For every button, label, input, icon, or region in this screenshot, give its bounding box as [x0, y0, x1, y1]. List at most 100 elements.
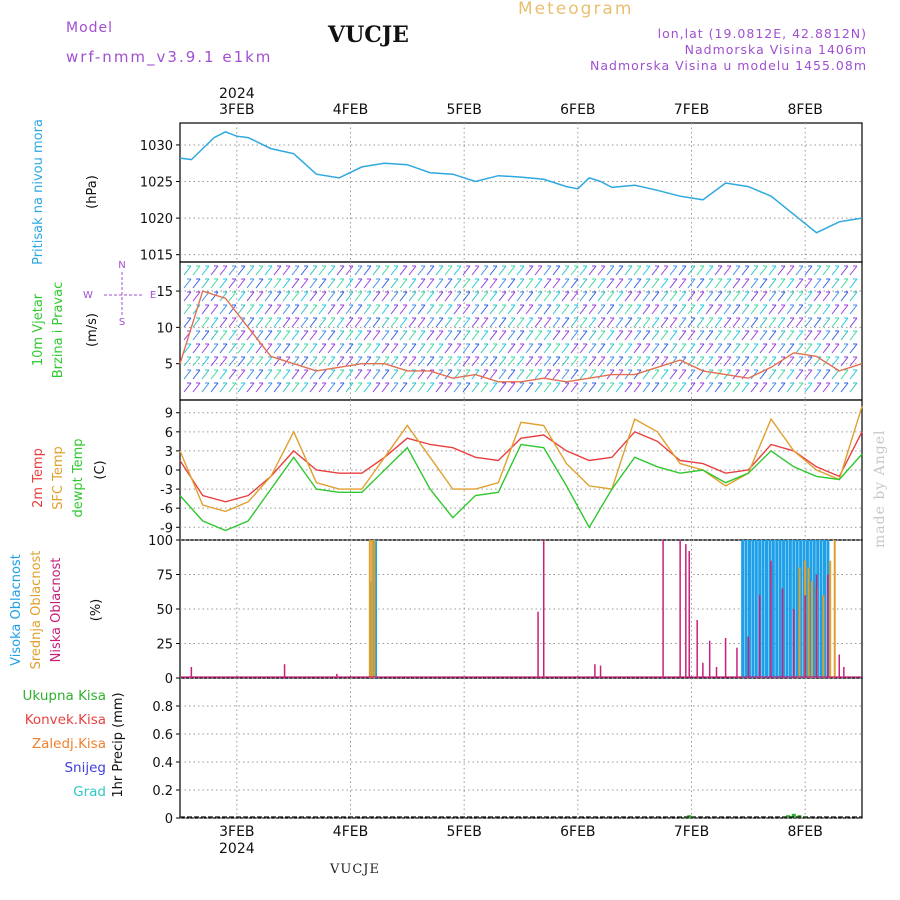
wind-barb	[399, 317, 408, 328]
wind-barb	[786, 317, 795, 328]
wind-barb	[534, 382, 543, 393]
wind-barb	[606, 382, 615, 393]
wind-barb	[768, 317, 777, 328]
wind-barb	[606, 317, 615, 328]
wind-barb	[390, 356, 399, 367]
y-tick-label: 0.6	[152, 728, 173, 743]
top-day-label: 3FEB	[219, 102, 254, 118]
y-tick-label: 1015	[140, 249, 173, 264]
wind-barb	[219, 317, 228, 328]
wind-barb	[633, 330, 642, 341]
wind-barb	[849, 265, 858, 276]
temp-unit: (C)	[93, 460, 108, 479]
wind-barb	[606, 265, 615, 276]
wind-barb	[408, 278, 417, 289]
cloud-bar-2	[599, 665, 602, 678]
wind-barb	[552, 330, 561, 341]
wind-barb	[651, 304, 660, 315]
wind-barb	[534, 369, 543, 380]
wind-barb	[741, 343, 750, 354]
wind-barb	[480, 369, 489, 380]
wind-barb	[246, 278, 255, 289]
wind-barb	[453, 330, 462, 341]
wind-barb	[714, 291, 723, 302]
wind-barb	[363, 291, 372, 302]
wind-barb	[237, 343, 246, 354]
y-tick-label: 15	[156, 285, 173, 300]
wind-barb	[786, 330, 795, 341]
wind-barb	[714, 343, 723, 354]
wind-barb	[543, 291, 552, 302]
wind-barb	[201, 369, 210, 380]
wind-barb	[678, 369, 687, 380]
wind-barb	[534, 278, 543, 289]
wind-barb	[228, 356, 237, 367]
cloud-bar-1	[371, 540, 374, 678]
wind-barb	[516, 265, 525, 276]
wind-barb	[183, 291, 192, 302]
wind-barb	[408, 382, 417, 393]
wind-barb	[840, 330, 849, 341]
cloud-bar-0	[771, 540, 775, 678]
wind-barb	[318, 356, 327, 367]
wind-barb	[840, 304, 849, 315]
wind-barb	[363, 343, 372, 354]
wind-barb	[687, 265, 696, 276]
wind-barb	[732, 343, 741, 354]
wind-barb	[759, 356, 768, 367]
wind-barb	[516, 382, 525, 393]
wind-barb	[570, 265, 579, 276]
wind-barb	[777, 330, 786, 341]
wind-barb	[354, 291, 363, 302]
wind-barb	[786, 343, 795, 354]
temp-line-2	[179, 443, 863, 532]
wind-barb	[849, 317, 858, 328]
wind-barb	[615, 304, 624, 315]
wind-barb	[264, 291, 273, 302]
cloud-bar-0	[778, 540, 782, 678]
wind-barb	[687, 278, 696, 289]
wind-barb	[498, 343, 507, 354]
cloud-bar-0	[819, 540, 823, 678]
wind-barb	[705, 317, 714, 328]
wind-barb	[741, 304, 750, 315]
wind-barb	[705, 369, 714, 380]
wind-barb	[615, 291, 624, 302]
wind-barb	[588, 343, 597, 354]
cloud-bar-2	[715, 666, 718, 678]
wind-barb	[435, 278, 444, 289]
wind-barb	[291, 265, 300, 276]
cloud-bar-0	[371, 540, 375, 678]
wind-barb	[345, 330, 354, 341]
wind-barb	[642, 265, 651, 276]
wind-barb	[417, 291, 426, 302]
top-day-label: 6FEB	[560, 102, 595, 118]
wind-barb	[444, 317, 453, 328]
cloud-bar-0	[795, 540, 799, 678]
wind-barb	[651, 265, 660, 276]
wind-barb	[552, 343, 561, 354]
wind-barb	[327, 356, 336, 367]
wind-barb	[687, 369, 696, 380]
panel-frame-temp	[179, 399, 863, 541]
wind-barb	[336, 291, 345, 302]
wind-barb	[453, 278, 462, 289]
wind-barb	[741, 291, 750, 302]
wind-barb	[381, 304, 390, 315]
wind-barb	[849, 369, 858, 380]
wind-barb	[849, 330, 858, 341]
cloud-bar-1	[368, 540, 371, 678]
wind-barb	[399, 356, 408, 367]
wind-barb	[786, 278, 795, 289]
wind-barb	[642, 382, 651, 393]
wind-barb	[408, 356, 417, 367]
wind-barb	[291, 291, 300, 302]
wind-barb	[795, 291, 804, 302]
wind-barb	[489, 278, 498, 289]
wind-barb	[255, 265, 264, 276]
wind-barb	[696, 343, 705, 354]
wind-barb	[768, 304, 777, 315]
wind-barb	[282, 330, 291, 341]
wind-barb	[426, 330, 435, 341]
wind-barb	[714, 382, 723, 393]
